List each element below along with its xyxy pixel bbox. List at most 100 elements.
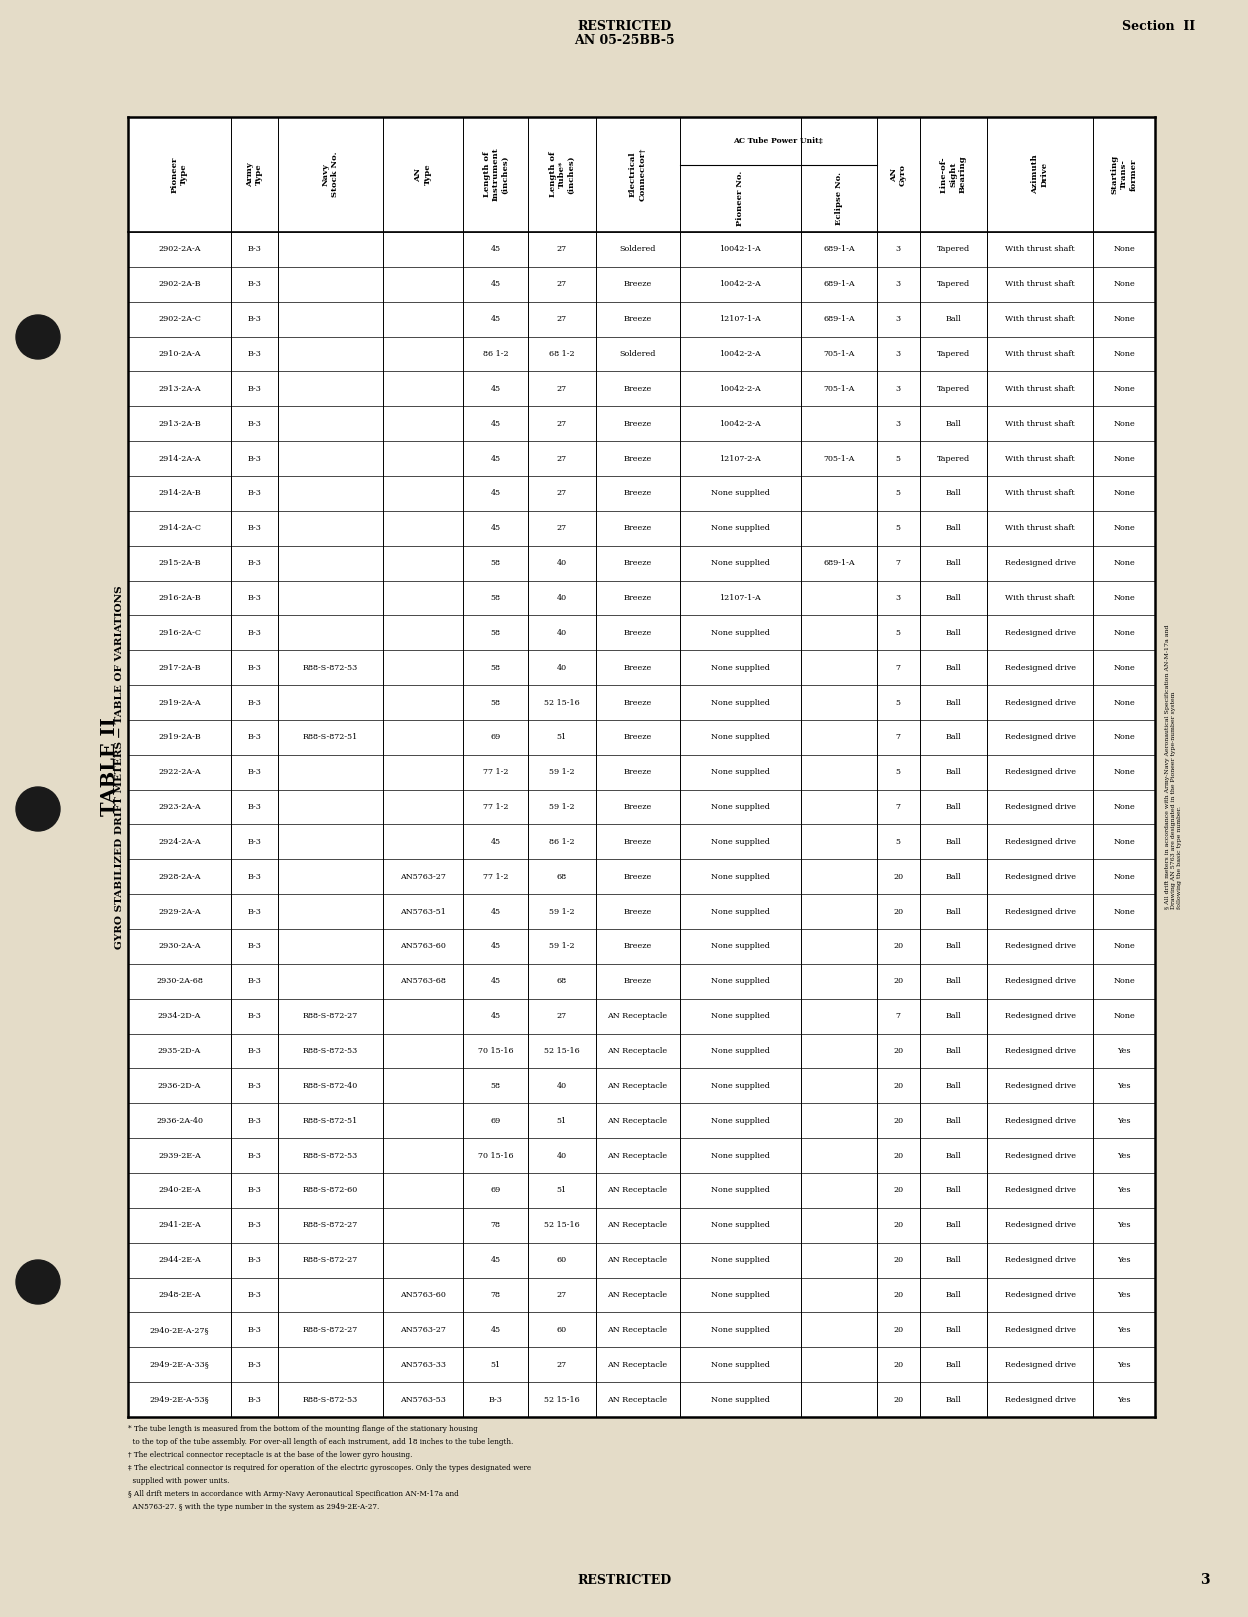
Text: Starting
Trans-
former: Starting Trans- former [1111, 155, 1137, 194]
Text: 2935-2D-A: 2935-2D-A [158, 1048, 201, 1054]
Text: Redesigned drive: Redesigned drive [1005, 768, 1076, 776]
Text: AN Receptacle: AN Receptacle [608, 1187, 668, 1195]
Text: 20: 20 [894, 1256, 904, 1264]
Text: B-3: B-3 [248, 768, 262, 776]
Text: AN Receptacle: AN Receptacle [608, 1256, 668, 1264]
Text: B-3: B-3 [248, 804, 262, 812]
Text: Breeze: Breeze [624, 699, 651, 707]
Text: 2941-2E-A: 2941-2E-A [158, 1221, 201, 1229]
Text: B-3: B-3 [489, 1395, 503, 1404]
Text: Breeze: Breeze [624, 559, 651, 568]
Text: 7: 7 [896, 734, 901, 741]
Text: Ball: Ball [946, 804, 961, 812]
Text: RESTRICTED: RESTRICTED [577, 1573, 671, 1586]
Text: None supplied: None supplied [710, 629, 770, 637]
Text: B-3: B-3 [248, 559, 262, 568]
Text: 52 15-16: 52 15-16 [544, 1048, 580, 1054]
Text: B-3: B-3 [248, 907, 262, 915]
Text: Breeze: Breeze [624, 943, 651, 951]
Text: AN5763-27: AN5763-27 [399, 1326, 446, 1334]
Text: Redesigned drive: Redesigned drive [1005, 699, 1076, 707]
Text: B-3: B-3 [248, 1187, 262, 1195]
Text: 3: 3 [896, 280, 901, 288]
Text: Azimuth
Drive: Azimuth Drive [1032, 155, 1048, 194]
Text: 86 1-2: 86 1-2 [549, 838, 575, 846]
Text: 20: 20 [894, 1221, 904, 1229]
Text: 689-1-A: 689-1-A [822, 246, 855, 254]
Circle shape [16, 1260, 60, 1303]
Text: Yes: Yes [1117, 1256, 1131, 1264]
Text: 40: 40 [557, 1151, 567, 1159]
Text: Tapered: Tapered [937, 385, 970, 393]
Text: 7: 7 [896, 559, 901, 568]
Text: 77 1-2: 77 1-2 [483, 804, 508, 812]
Text: 2948-2E-A: 2948-2E-A [158, 1290, 201, 1298]
Text: None supplied: None supplied [710, 977, 770, 985]
Text: B-3: B-3 [248, 734, 262, 741]
Text: 3: 3 [896, 420, 901, 427]
Text: R88-S-872-27: R88-S-872-27 [303, 1221, 358, 1229]
Text: 58: 58 [490, 593, 500, 602]
Text: Breeze: Breeze [624, 734, 651, 741]
Text: R88-S-872-27: R88-S-872-27 [303, 1012, 358, 1020]
Text: None supplied: None supplied [710, 1187, 770, 1195]
Text: Length of
Tube*
(inches): Length of Tube* (inches) [549, 152, 575, 197]
Text: 58: 58 [490, 1082, 500, 1090]
Text: 2924-2A-A: 2924-2A-A [158, 838, 201, 846]
Text: None: None [1113, 559, 1134, 568]
Text: None supplied: None supplied [710, 804, 770, 812]
Text: 70 15-16: 70 15-16 [478, 1048, 514, 1054]
Text: Ball: Ball [946, 734, 961, 741]
Text: Redesigned drive: Redesigned drive [1005, 943, 1076, 951]
Text: 2914-2A-B: 2914-2A-B [158, 490, 201, 498]
Text: None: None [1113, 734, 1134, 741]
Text: Ball: Ball [946, 663, 961, 671]
Text: 705-1-A: 705-1-A [824, 385, 855, 393]
Text: B-3: B-3 [248, 524, 262, 532]
Text: 45: 45 [490, 280, 500, 288]
Text: 27: 27 [557, 1290, 567, 1298]
Text: None supplied: None supplied [710, 699, 770, 707]
Text: Redesigned drive: Redesigned drive [1005, 1187, 1076, 1195]
Text: None supplied: None supplied [710, 943, 770, 951]
Text: None supplied: None supplied [710, 1256, 770, 1264]
Text: AN Receptacle: AN Receptacle [608, 1395, 668, 1404]
Text: 2930-2A-68: 2930-2A-68 [156, 977, 203, 985]
Text: 27: 27 [557, 280, 567, 288]
Text: None supplied: None supplied [710, 1048, 770, 1054]
Text: 2902-2A-C: 2902-2A-C [158, 315, 201, 323]
Text: 52 15-16: 52 15-16 [544, 1221, 580, 1229]
Text: B-3: B-3 [248, 280, 262, 288]
Text: R88-S-872-60: R88-S-872-60 [303, 1187, 358, 1195]
Text: With thrust shaft: With thrust shaft [1006, 349, 1075, 357]
Text: 2916-2A-B: 2916-2A-B [158, 593, 201, 602]
Text: 45: 45 [490, 943, 500, 951]
Text: 2922-2A-A: 2922-2A-A [158, 768, 201, 776]
Text: 68: 68 [557, 977, 567, 985]
Text: Redesigned drive: Redesigned drive [1005, 1048, 1076, 1054]
Text: B-3: B-3 [248, 873, 262, 881]
Text: Ball: Ball [946, 1221, 961, 1229]
Text: None: None [1113, 768, 1134, 776]
Text: None: None [1113, 349, 1134, 357]
Text: 59 1-2: 59 1-2 [549, 804, 575, 812]
Text: Ball: Ball [946, 559, 961, 568]
Text: AN Receptacle: AN Receptacle [608, 1048, 668, 1054]
Text: 59 1-2: 59 1-2 [549, 943, 575, 951]
Text: Breeze: Breeze [624, 315, 651, 323]
Text: 3: 3 [896, 593, 901, 602]
Text: Yes: Yes [1117, 1048, 1131, 1054]
Text: Line-of-
Sight
Bearing: Line-of- Sight Bearing [940, 155, 966, 194]
Text: Ball: Ball [946, 907, 961, 915]
Text: 58: 58 [490, 629, 500, 637]
Text: B-3: B-3 [248, 699, 262, 707]
Text: Redesigned drive: Redesigned drive [1005, 663, 1076, 671]
Text: Redesigned drive: Redesigned drive [1005, 559, 1076, 568]
Text: Breeze: Breeze [624, 873, 651, 881]
Text: None: None [1113, 838, 1134, 846]
Text: B-3: B-3 [248, 349, 262, 357]
Text: AN Receptacle: AN Receptacle [608, 1012, 668, 1020]
Text: None supplied: None supplied [710, 734, 770, 741]
Text: Redesigned drive: Redesigned drive [1005, 1256, 1076, 1264]
Text: 7: 7 [896, 804, 901, 812]
